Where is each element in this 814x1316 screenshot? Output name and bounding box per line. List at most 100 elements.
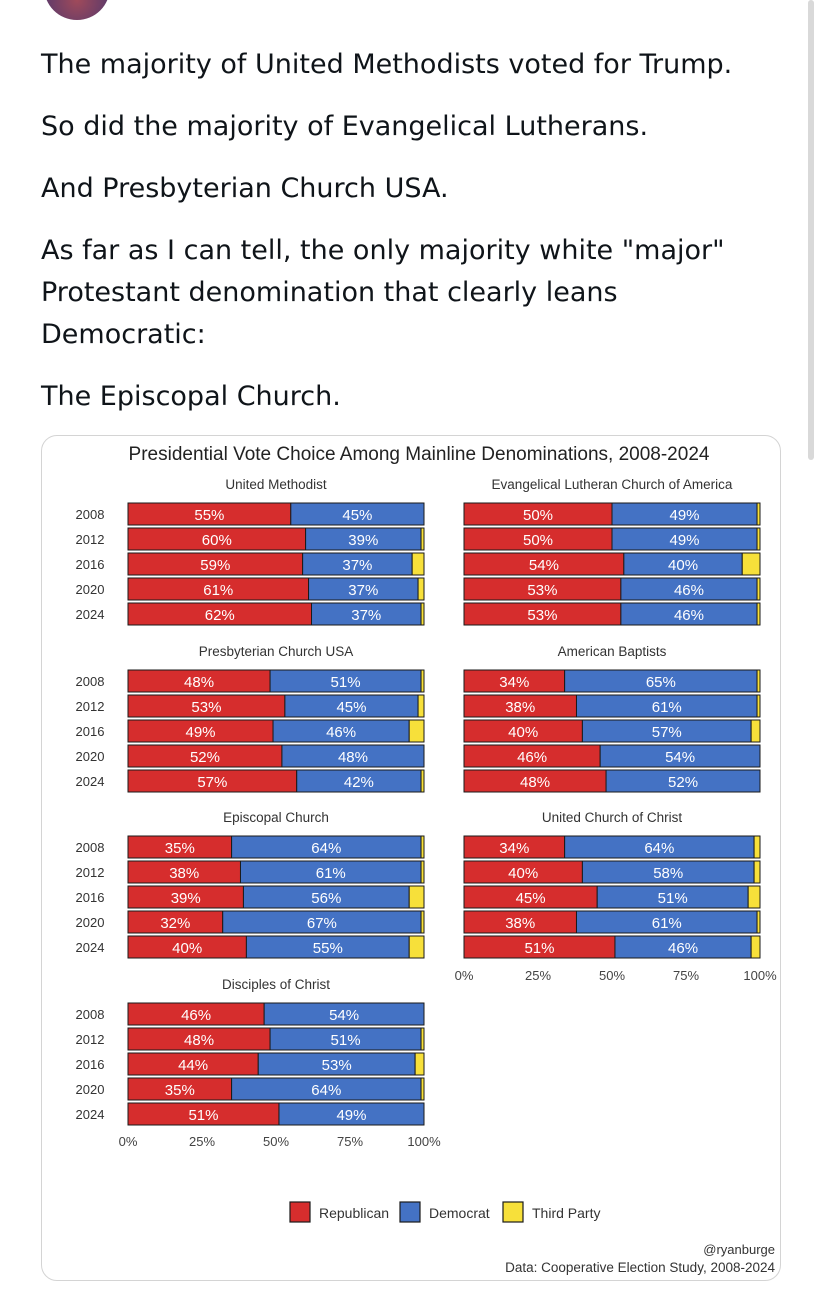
legend-label-democrat: Democrat xyxy=(429,1205,490,1221)
bar-third-party xyxy=(756,527,761,551)
data-label-republican: 51% xyxy=(524,940,554,957)
data-label-democrat: 37% xyxy=(351,607,381,624)
chart-title: Presidential Vote Choice Among Mainline … xyxy=(129,444,710,465)
legend-label-third-party: Third Party xyxy=(532,1205,600,1221)
bar-third-party xyxy=(411,552,425,576)
data-label-republican: 44% xyxy=(178,1057,208,1074)
bar-third-party xyxy=(750,935,761,959)
bar-third-party xyxy=(420,527,425,551)
data-label-democrat: 61% xyxy=(316,865,346,882)
bar-third-party xyxy=(420,769,425,793)
data-label-democrat: 56% xyxy=(311,890,341,907)
data-label-democrat: 45% xyxy=(336,699,366,716)
data-label-democrat: 46% xyxy=(326,724,356,741)
x-tick-label: 75% xyxy=(673,968,699,983)
bar-third-party xyxy=(417,577,425,601)
data-label-democrat: 53% xyxy=(322,1057,352,1074)
year-label: 2024 xyxy=(76,607,105,622)
data-label-republican: 51% xyxy=(188,1107,218,1124)
data-label-democrat: 54% xyxy=(665,749,695,766)
bar-third-party xyxy=(756,502,761,526)
data-label-republican: 38% xyxy=(505,699,535,716)
data-label-democrat: 45% xyxy=(342,507,372,524)
data-label-democrat: 46% xyxy=(674,607,704,624)
bar-third-party xyxy=(756,694,761,718)
year-label: 2024 xyxy=(76,940,105,955)
panel-title-united-methodist: United Methodist xyxy=(225,477,327,492)
bar-third-party xyxy=(753,860,761,884)
credit-handle: @ryanburge xyxy=(703,1242,775,1257)
panel-title-disciples-of-christ: Disciples of Christ xyxy=(222,977,330,992)
bar-third-party xyxy=(420,860,425,884)
x-tick-label: 50% xyxy=(599,968,625,983)
data-label-republican: 34% xyxy=(499,674,529,691)
data-label-democrat: 46% xyxy=(668,940,698,957)
data-label-republican: 48% xyxy=(520,774,550,791)
data-label-republican: 38% xyxy=(169,865,199,882)
data-label-republican: 48% xyxy=(184,674,214,691)
year-label: 2012 xyxy=(76,699,105,714)
data-label-republican: 59% xyxy=(200,557,230,574)
data-label-republican: 54% xyxy=(529,557,559,574)
data-label-democrat: 51% xyxy=(331,674,361,691)
data-label-republican: 32% xyxy=(160,915,190,932)
data-label-republican: 50% xyxy=(523,507,553,524)
year-label: 2016 xyxy=(76,890,105,905)
tweet-paragraph: So did the majority of Evangelical Luthe… xyxy=(41,111,649,142)
x-tick-label: 0% xyxy=(455,968,474,983)
tweet-paragraph: The majority of United Methodists voted … xyxy=(41,49,733,80)
bar-third-party xyxy=(756,910,761,934)
tweet-paragraph: The Episcopal Church. xyxy=(41,381,341,412)
data-label-democrat: 37% xyxy=(348,582,378,599)
data-label-republican: 35% xyxy=(165,840,195,857)
data-label-democrat: 39% xyxy=(348,532,378,549)
panel-title-episcopal-church: Episcopal Church xyxy=(223,810,329,825)
data-label-democrat: 64% xyxy=(311,1082,341,1099)
data-label-democrat: 42% xyxy=(344,774,374,791)
bar-third-party xyxy=(420,1027,425,1051)
year-label: 2016 xyxy=(76,724,105,739)
data-label-democrat: 48% xyxy=(338,749,368,766)
bar-democrat xyxy=(605,769,761,793)
x-tick-label: 100% xyxy=(743,968,777,983)
data-label-republican: 40% xyxy=(508,724,538,741)
x-tick-label: 75% xyxy=(337,1134,363,1149)
legend-label-republican: Republican xyxy=(319,1205,389,1221)
x-tick-label: 25% xyxy=(189,1134,215,1149)
year-label: 2024 xyxy=(76,774,105,789)
data-label-republican: 60% xyxy=(202,532,232,549)
bar-third-party xyxy=(408,719,425,743)
x-tick-label: 25% xyxy=(525,968,551,983)
data-label-democrat: 55% xyxy=(313,940,343,957)
scrollbar[interactable] xyxy=(808,0,814,460)
data-label-democrat: 64% xyxy=(311,840,341,857)
year-label: 2008 xyxy=(76,507,105,522)
bar-third-party xyxy=(420,910,425,934)
data-label-democrat: 37% xyxy=(342,557,372,574)
year-label: 2020 xyxy=(76,749,105,764)
legend-swatch-democrat xyxy=(399,1201,421,1223)
bar-third-party xyxy=(408,885,425,909)
year-label: 2016 xyxy=(76,1057,105,1072)
legend-swatch-third-party xyxy=(502,1201,524,1223)
data-label-democrat: 49% xyxy=(670,532,700,549)
avatar[interactable] xyxy=(44,0,110,20)
data-label-democrat: 65% xyxy=(646,674,676,691)
bar-democrat xyxy=(599,744,761,768)
bar-third-party xyxy=(747,885,761,909)
bar-democrat xyxy=(290,502,425,526)
x-tick-label: 100% xyxy=(407,1134,441,1149)
bar-third-party xyxy=(756,669,761,693)
data-label-republican: 46% xyxy=(181,1007,211,1024)
data-label-democrat: 46% xyxy=(674,582,704,599)
chart-card[interactable]: Presidential Vote Choice Among Mainline … xyxy=(41,435,781,1281)
bar-third-party xyxy=(414,1052,425,1076)
tweet-paragraph: As far as I can tell, the only majority … xyxy=(41,235,725,350)
data-label-republican: 46% xyxy=(517,749,547,766)
bar-third-party xyxy=(420,669,425,693)
data-label-republican: 57% xyxy=(197,774,227,791)
data-label-democrat: 58% xyxy=(653,865,683,882)
data-label-democrat: 61% xyxy=(652,699,682,716)
year-label: 2020 xyxy=(76,915,105,930)
panel-title-evangelical-lutheran-church-of-america: Evangelical Lutheran Church of America xyxy=(492,477,733,492)
